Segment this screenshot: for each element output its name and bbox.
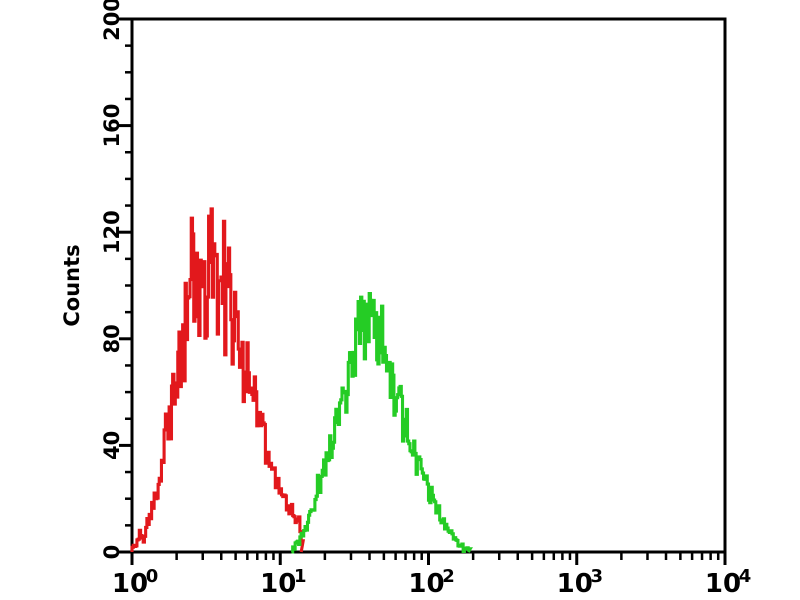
x-tick-label-exponent: 1 (294, 566, 307, 587)
plot-frame (130, 17, 727, 554)
y-tick-label: 120 (100, 210, 124, 254)
x-tick-label: 101 (260, 566, 306, 599)
x-tick-label-exponent: 2 (442, 566, 455, 587)
x-tick-label-base: 10 (112, 569, 148, 599)
histogram-traces (130, 207, 474, 554)
y-tick-label: 40 (100, 431, 124, 460)
y-tick-label: 0 (100, 545, 124, 560)
axis-frame (130, 17, 727, 554)
x-tick-label-exponent: 0 (146, 566, 159, 587)
histogram-trace-red (130, 207, 306, 553)
x-axis-tick-labels: 100 101 102 103 104 (112, 566, 751, 599)
y-tick-label: 160 (100, 104, 124, 148)
x-tick-label-base: 10 (408, 569, 444, 599)
x-tick-label-base: 10 (557, 569, 593, 599)
x-tick-label-base: 10 (260, 569, 296, 599)
y-tick-label: 80 (100, 324, 124, 353)
x-tick-label: 100 (112, 566, 158, 599)
x-tick-label-base: 10 (705, 569, 741, 599)
x-tick-label: 102 (408, 566, 454, 599)
y-tick-label: 200 (100, 0, 124, 41)
x-tick-label: 104 (705, 566, 751, 599)
x-tick-label: 103 (557, 566, 603, 599)
y-axis-tick-labels: 0 40 80 120 160 200 (100, 0, 124, 559)
y-axis-title: Counts (60, 244, 84, 326)
histogram-trace-green (291, 291, 474, 554)
y-axis-label: Counts (60, 244, 84, 326)
x-axis-ticks (130, 552, 727, 565)
y-axis-ticks (119, 17, 132, 554)
x-tick-label-exponent: 4 (739, 566, 752, 587)
x-tick-label-exponent: 3 (590, 566, 603, 587)
